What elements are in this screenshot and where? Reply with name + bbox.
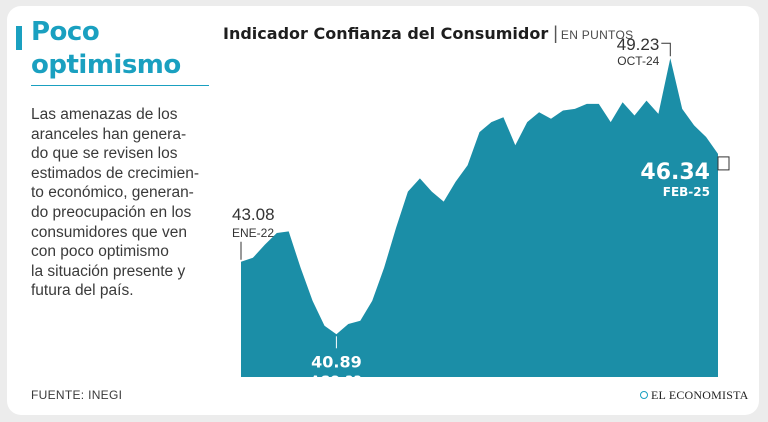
chart-annotations: 43.08 ENE-22 40.89 AGO-22 49.23 OCT-24 4… <box>232 35 730 387</box>
annotation-value: 49.23 <box>617 35 660 54</box>
headline-line-1: Poco <box>31 17 100 47</box>
annotation-leader-line <box>661 42 671 57</box>
annotation-date: OCT-24 <box>617 54 659 68</box>
annotation-date: AGO-22 <box>311 373 362 387</box>
source-label: FUENTE: INEGI <box>31 388 123 402</box>
confidence-area <box>241 58 718 377</box>
consumer-confidence-chart: 43.08 ENE-22 40.89 AGO-22 49.23 OCT-24 4… <box>232 35 730 387</box>
annotation-value: 46.34 <box>640 160 710 185</box>
title-separator: | <box>553 23 558 43</box>
annotation-end-marker <box>717 156 730 171</box>
chart-unit: EN PUNTOS <box>560 28 634 42</box>
headline-accent-bar <box>16 26 22 50</box>
chart-title: Indicador Confianza del Consumidor <box>223 24 549 43</box>
brand-logo: EL ECONOMISTA <box>640 388 749 403</box>
headline: Poco optimismo <box>31 16 231 82</box>
headline-line-2: optimismo <box>31 50 181 80</box>
annotation-value: 40.89 <box>311 352 362 371</box>
body-paragraph: Las amenazas de los aranceles han genera… <box>31 106 199 300</box>
annotation-value: 43.08 <box>232 205 275 224</box>
headline-divider <box>31 85 209 86</box>
brand-mark-icon <box>640 391 648 399</box>
infographic-card: Poco optimismo Las amenazas de los aranc… <box>7 6 759 415</box>
annotation-date: FEB-25 <box>663 185 710 199</box>
brand-name: EL ECONOMISTA <box>651 388 749 402</box>
chart-title-row: Indicador Confianza del Consumidor | EN PU… <box>223 23 633 44</box>
annotation-date: ENE-22 <box>232 226 274 240</box>
